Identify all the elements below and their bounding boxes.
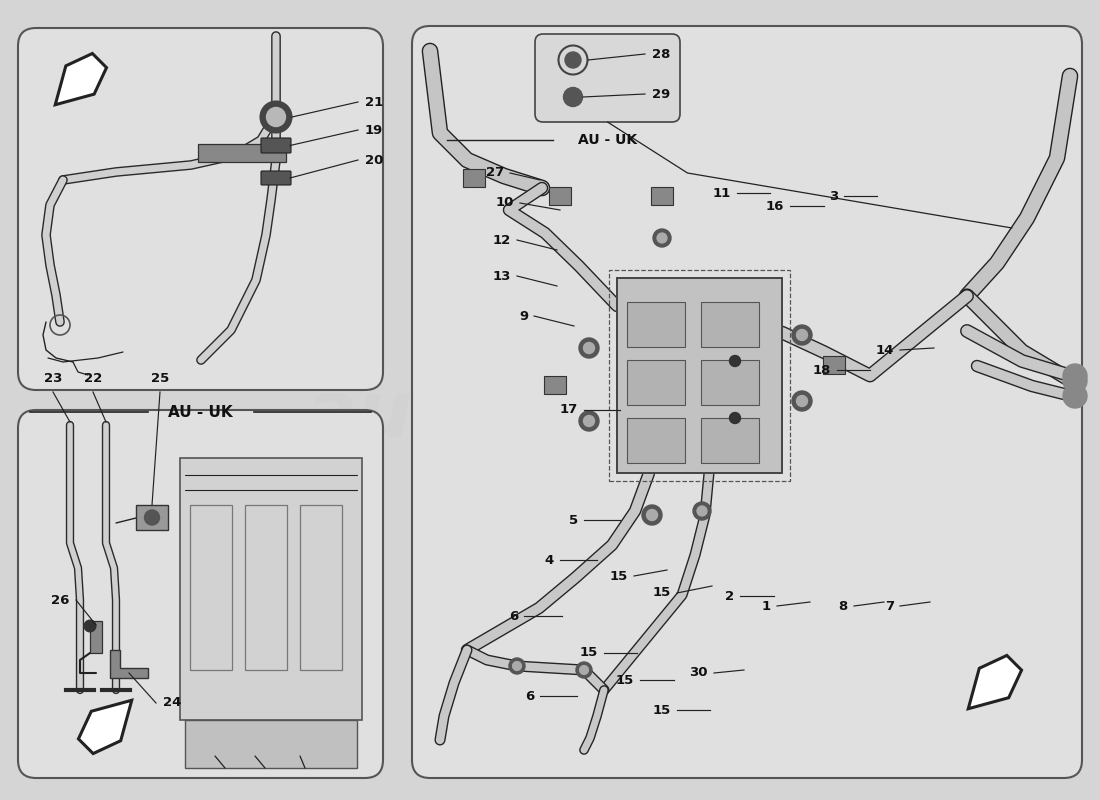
Bar [627,360,685,405]
Circle shape [729,413,740,423]
Bar [627,418,685,463]
Circle shape [144,510,159,525]
Text: 12: 12 [493,234,512,246]
Bar [198,144,286,162]
Text: 10: 10 [496,197,514,210]
Circle shape [579,411,600,431]
Text: 22: 22 [84,372,102,385]
Text: 3: 3 [828,190,838,202]
Text: 5: 5 [569,514,578,526]
Circle shape [1063,364,1087,388]
Text: 2: 2 [725,590,734,602]
Circle shape [261,102,292,133]
Circle shape [792,391,812,411]
Circle shape [583,415,594,426]
Text: 14: 14 [876,343,894,357]
Bar [544,376,566,394]
Text: 24: 24 [163,697,182,710]
Text: 28: 28 [652,47,670,61]
Bar [245,505,287,670]
Circle shape [563,87,583,106]
Text: autospares: autospares [305,377,795,453]
Text: 15: 15 [609,570,628,582]
Bar [701,360,759,405]
Text: 6: 6 [525,690,533,702]
Text: AU - UK: AU - UK [168,405,233,419]
Bar [190,505,232,670]
Text: 25: 25 [151,372,169,385]
Bar [609,270,790,481]
FancyBboxPatch shape [261,171,292,185]
FancyBboxPatch shape [18,28,383,390]
Polygon shape [110,650,148,678]
Bar [185,720,358,768]
Text: 1: 1 [762,599,771,613]
Circle shape [513,662,521,670]
Text: AU - UK: AU - UK [578,133,637,147]
Bar [617,278,782,473]
Text: 15: 15 [580,646,598,659]
Text: 9: 9 [519,310,528,322]
Polygon shape [968,655,1022,709]
Text: 20: 20 [365,154,384,166]
Text: 18: 18 [813,363,830,377]
Circle shape [697,506,707,516]
Circle shape [509,658,525,674]
Text: 13: 13 [493,270,512,282]
FancyBboxPatch shape [412,26,1082,778]
Text: 23: 23 [44,372,63,385]
Polygon shape [78,700,132,754]
Circle shape [792,325,812,345]
Circle shape [583,342,594,354]
Circle shape [1063,384,1087,408]
Circle shape [85,620,96,632]
Circle shape [1063,369,1087,393]
Text: 15: 15 [616,674,634,686]
Text: 4: 4 [544,554,554,566]
Circle shape [642,505,662,525]
Bar [701,302,759,347]
Circle shape [796,395,807,406]
Circle shape [693,502,711,520]
Bar [823,356,845,374]
Circle shape [653,229,671,247]
Bar [651,187,673,205]
Text: 8: 8 [838,599,848,613]
Circle shape [657,233,667,243]
FancyBboxPatch shape [261,138,292,153]
Text: 26: 26 [51,594,69,606]
Text: 29: 29 [652,87,670,101]
Bar [180,458,362,720]
Text: 30: 30 [690,666,708,679]
Circle shape [579,338,600,358]
Bar [90,621,102,653]
Circle shape [729,355,740,366]
Polygon shape [55,54,107,105]
Text: 11: 11 [713,186,732,199]
Text: 16: 16 [766,199,784,213]
FancyBboxPatch shape [18,410,383,778]
Bar [627,302,685,347]
Text: 7: 7 [884,599,894,613]
Circle shape [796,330,807,341]
Bar [136,505,168,530]
Circle shape [576,662,592,678]
Text: 27: 27 [486,166,504,179]
Bar [300,505,342,670]
Circle shape [565,52,581,68]
Circle shape [580,666,588,674]
Text: 21: 21 [365,95,383,109]
Text: 15: 15 [652,586,671,599]
Bar [701,418,759,463]
Text: 6: 6 [509,610,518,622]
Text: 17: 17 [560,403,578,417]
FancyBboxPatch shape [535,34,680,122]
Text: 19: 19 [365,123,383,137]
Bar [549,187,571,205]
Circle shape [647,510,658,521]
Circle shape [266,107,286,126]
Text: 15: 15 [652,703,671,717]
Bar [463,169,485,187]
